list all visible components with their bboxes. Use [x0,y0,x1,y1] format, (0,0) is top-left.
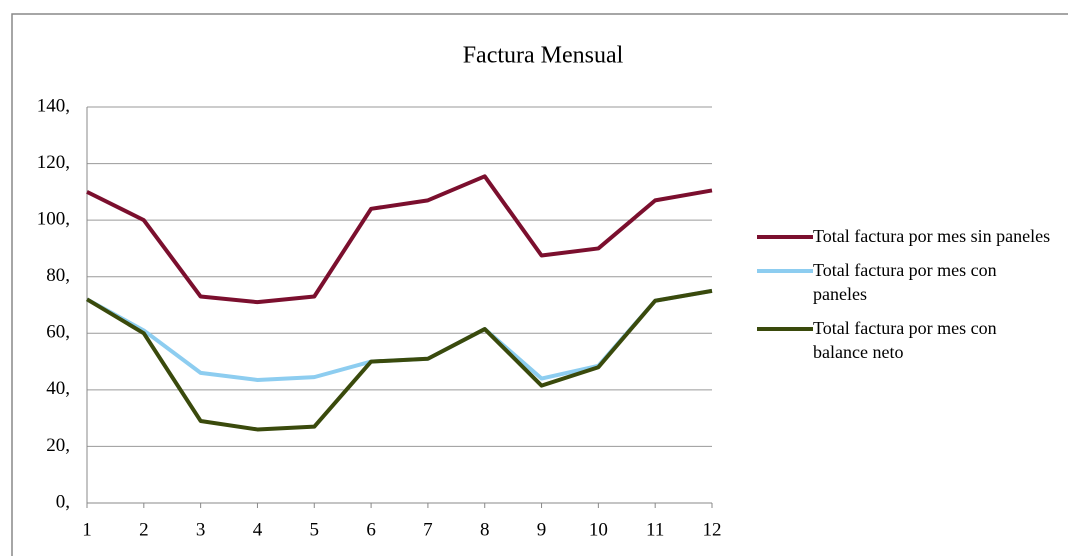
legend: Total factura por mes sin paneles Total f… [757,224,1057,374]
y-tick-label: 60, [46,322,70,343]
chart-title: Factura Mensual [463,43,624,69]
legend-swatch [757,235,813,239]
legend-item: Total factura por mes con balance neto [757,316,1057,364]
x-tick-label: 8 [480,519,490,540]
y-tick-label: 80, [46,265,70,286]
x-tick-label: 10 [589,519,608,540]
legend-label: Total factura por mes sin paneles [813,226,1051,246]
x-tick-label: 3 [196,519,206,540]
y-tick-label: 140, [37,95,70,116]
chart-frame [11,13,1068,556]
x-tick-label: 9 [537,519,547,540]
y-tick-label: 120, [37,152,70,173]
x-tick-label: 6 [366,519,376,540]
legend-swatch [757,269,813,273]
x-tick-label: 4 [253,519,263,540]
y-tick-label: 20, [46,435,70,456]
y-tick-label: 0, [56,491,70,512]
x-tick-label: 12 [703,519,722,540]
x-tick-label: 2 [139,519,149,540]
y-tick-label: 100, [37,209,70,230]
legend-swatch [757,327,813,331]
legend-item: Total factura por mes con paneles [757,258,1057,306]
series-line [85,288,713,432]
x-tick-label: 11 [646,519,664,540]
x-tick-label: 5 [310,519,320,540]
series-line [86,174,713,305]
y-tick-label: 40, [46,378,70,399]
x-tick-label: 7 [423,519,433,540]
x-tick-label: 1 [82,519,92,540]
legend-item: Total factura por mes sin paneles [757,224,1057,248]
legend-label: Total factura por mes con balance neto [813,318,997,362]
legend-label: Total factura por mes con paneles [813,260,997,304]
